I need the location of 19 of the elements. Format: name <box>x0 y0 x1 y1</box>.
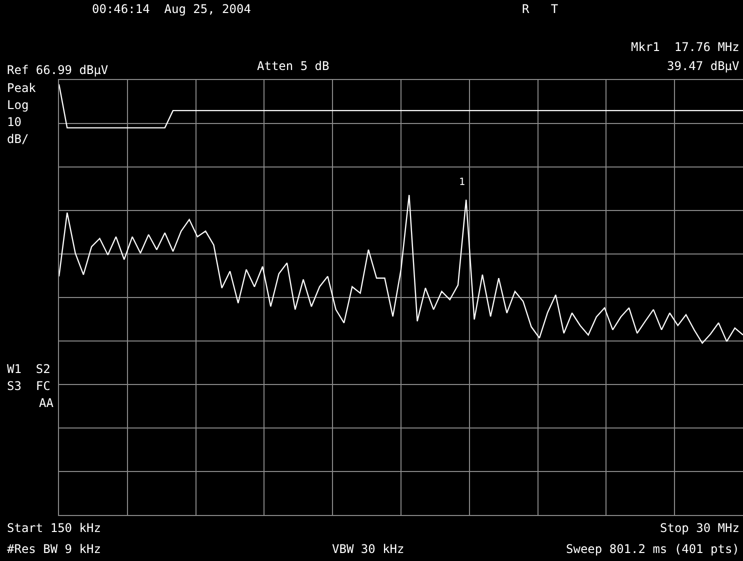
text: Start 150 kHz <box>7 521 101 535</box>
text: #Res BW 9 kHz <box>7 542 101 556</box>
text: AA <box>39 396 54 410</box>
text: Stop 30 MHz <box>660 521 740 535</box>
text: 10 <box>7 115 22 129</box>
text: Peak <box>7 81 37 95</box>
text: 00:46:14 Aug 25, 2004 <box>92 2 251 16</box>
text: R T <box>522 2 558 16</box>
text: Atten 5 dB <box>257 59 330 73</box>
text: Sweep 801.2 ms (401 pts) <box>566 542 740 556</box>
text: S3 FC <box>7 379 50 393</box>
text: Log <box>7 98 29 112</box>
text: dB/ <box>7 132 29 146</box>
annotation: 1 <box>459 177 466 188</box>
text: Mkr1 17.76 MHz <box>631 40 740 54</box>
text: VBW 30 kHz <box>332 542 404 556</box>
text: W1 S2 <box>7 362 50 376</box>
text: Ref 66.99 dBµV <box>7 63 108 77</box>
text: 39.47 dBµV <box>667 59 740 73</box>
